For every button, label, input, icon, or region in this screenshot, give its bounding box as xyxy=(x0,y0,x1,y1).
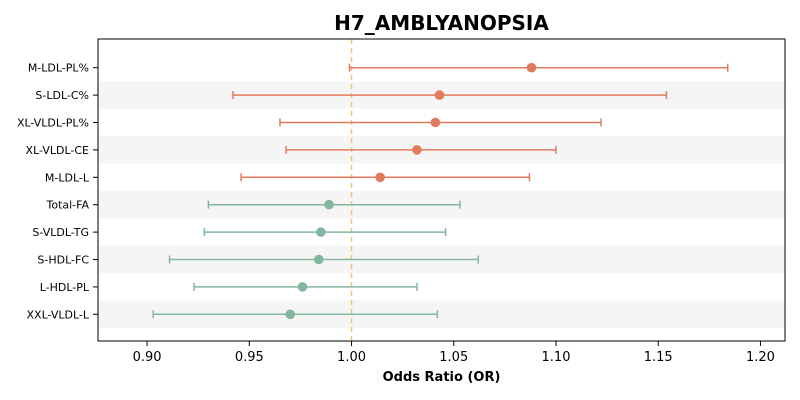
forest-row xyxy=(232,90,668,100)
y-tick-label: M-LDL-PL% xyxy=(28,62,89,75)
forest-row xyxy=(207,199,461,210)
odds-ratio-point xyxy=(526,62,537,73)
forest-row xyxy=(285,145,557,155)
x-tick-label: 1.05 xyxy=(439,350,468,365)
y-tick-label: S-HDL-FC xyxy=(37,254,89,267)
y-tick-label: S-LDL-C% xyxy=(35,89,89,102)
x-axis-label: Odds Ratio (OR) xyxy=(383,370,501,385)
x-tick-label: 1.10 xyxy=(542,350,571,365)
odds-ratio-point xyxy=(316,227,326,237)
plot-frame xyxy=(97,38,786,342)
forest-row xyxy=(240,172,531,183)
odds-ratio-point xyxy=(412,145,422,155)
forest-row xyxy=(348,62,729,73)
odds-ratio-point xyxy=(314,254,324,265)
x-tick-label: 1.20 xyxy=(746,350,775,365)
forest-row xyxy=(279,117,602,128)
x-tick-label: 1.00 xyxy=(337,350,366,365)
y-axis: M-LDL-PL% S-LDL-C% XL-VLDL-PL% XL-VLDL-CE M-… xyxy=(17,62,98,321)
x-axis: 0.90 0.95 1.00 1.05 1.10 1.15 1.20 xyxy=(133,341,775,365)
x-tick-label: 1.15 xyxy=(644,350,673,365)
y-tick-label: M-LDL-L xyxy=(45,171,90,184)
forest-row xyxy=(152,309,439,320)
odds-ratio-point xyxy=(285,309,295,320)
x-tick-label: 0.95 xyxy=(235,350,264,365)
odds-ratio-point xyxy=(434,90,445,100)
x-tick-label: 0.90 xyxy=(133,350,162,365)
odds-ratio-point xyxy=(430,117,441,128)
y-tick-label: L-HDL-PL xyxy=(40,281,90,294)
y-tick-label: XL-VLDL-CE xyxy=(26,144,90,157)
y-tick-label: XXL-VLDL-L xyxy=(27,308,90,321)
y-tick-label: Total-FA xyxy=(45,199,89,212)
y-tick-label: S-VLDL-TG xyxy=(32,226,89,239)
forest-row xyxy=(203,227,447,237)
odds-ratio-point xyxy=(324,199,334,210)
y-tick-label: XL-VLDL-PL% xyxy=(17,117,89,130)
forest-rows xyxy=(152,62,729,320)
forest-row xyxy=(193,282,418,292)
forest-row xyxy=(168,254,480,265)
chart-title: H7_AMBLYANOPSIA xyxy=(334,11,549,35)
odds-ratio-point xyxy=(375,172,385,183)
odds-ratio-point xyxy=(297,282,308,292)
